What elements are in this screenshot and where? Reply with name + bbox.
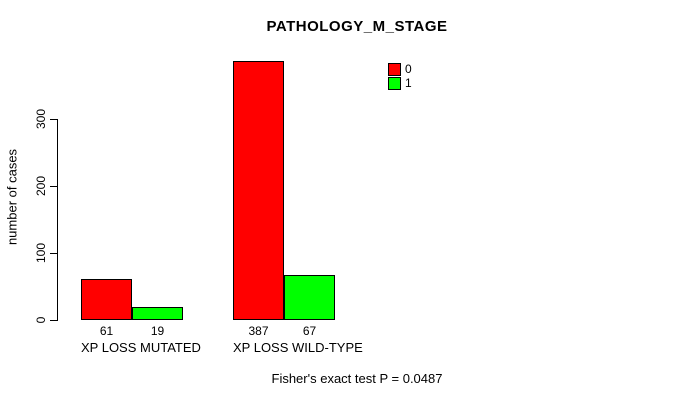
y-axis-line (57, 119, 58, 321)
fisher-test-annotation: Fisher's exact test P = 0.0487 (271, 371, 443, 386)
y-axis-tick (50, 186, 57, 188)
y-axis-tick-label: 200 (34, 176, 48, 197)
legend-swatch-red (388, 62, 401, 76)
y-axis-tick (50, 320, 57, 321)
bar-value-label: 61 (99, 324, 114, 338)
y-axis-tick-label: 100 (34, 243, 48, 264)
y-axis-tick-label: 300 (34, 109, 48, 130)
legend-item-1: 1 (388, 76, 412, 90)
bar (233, 61, 284, 320)
bar (284, 275, 335, 320)
y-axis-tick-label: 0 (34, 316, 48, 324)
bar (81, 279, 132, 320)
y-axis-tick (50, 119, 57, 121)
x-category-label: XP LOSS MUTATED (81, 340, 201, 355)
bar (132, 307, 183, 320)
chart-legend: 0 1 (388, 62, 412, 90)
bar-value-label: 19 (150, 324, 165, 338)
chart-title: PATHOLOGY_M_STAGE (266, 18, 448, 35)
legend-label-0: 0 (405, 62, 412, 76)
legend-label-1: 1 (405, 76, 412, 90)
bar-value-label: 387 (248, 324, 269, 338)
x-category-label: XP LOSS WILD-TYPE (233, 340, 363, 355)
y-axis-tick (50, 253, 57, 255)
legend-item-0: 0 (388, 62, 412, 76)
legend-swatch-green (388, 76, 401, 90)
bar-value-label: 67 (302, 324, 317, 338)
